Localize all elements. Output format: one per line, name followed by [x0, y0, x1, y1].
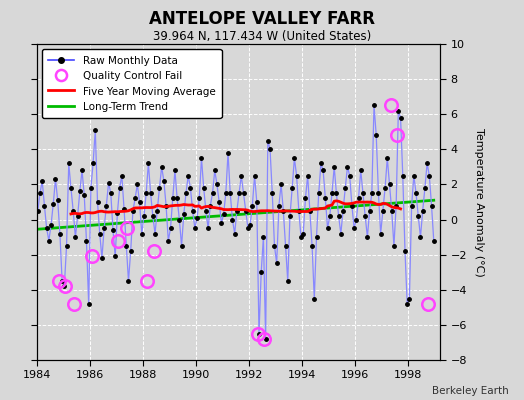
Legend: Raw Monthly Data, Quality Control Fail, Five Year Moving Average, Long-Term Tren: Raw Monthly Data, Quality Control Fail, …: [42, 49, 222, 118]
Text: 39.964 N, 117.434 W (United States): 39.964 N, 117.434 W (United States): [153, 30, 371, 43]
Text: Berkeley Earth: Berkeley Earth: [432, 386, 508, 396]
Y-axis label: Temperature Anomaly (°C): Temperature Anomaly (°C): [474, 128, 484, 276]
Text: ANTELOPE VALLEY FARR: ANTELOPE VALLEY FARR: [149, 10, 375, 28]
